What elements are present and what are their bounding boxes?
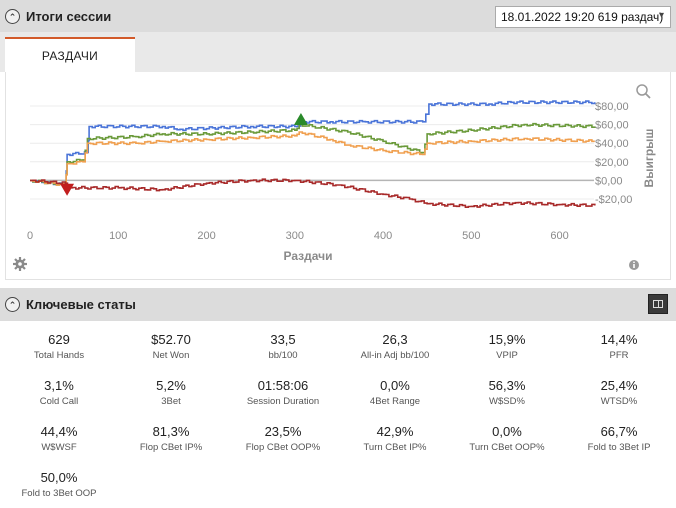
gear-icon[interactable] (13, 257, 27, 271)
stat-label: bb/100 (268, 350, 298, 361)
stat-value: 14,4% (600, 332, 638, 347)
stat-cell: 33,5 bb/100 (227, 332, 339, 361)
stat-cell: 0,0% 4Bet Range (339, 378, 451, 407)
stat-value: 629 (48, 332, 70, 347)
panel-toggle-button[interactable] (648, 294, 668, 314)
stat-label: WTSD% (600, 396, 638, 407)
series-line-3 (30, 178, 596, 208)
stat-cell: 3,1% Cold Call (3, 378, 115, 407)
stat-label: All-in Adj bb/100 (360, 350, 430, 361)
series-line-1 (30, 122, 596, 186)
y-tick-label: $0,00 (595, 175, 623, 187)
y-tick-label: $80,00 (595, 101, 629, 113)
stat-label: W$WSF (41, 442, 77, 453)
stat-cell: 629 Total Hands (3, 332, 115, 361)
session-select-value: 18.01.2022 19:20 619 раздач) (501, 10, 664, 24)
series-line-0 (30, 100, 596, 186)
collapse-stats-button[interactable]: ⌃ (5, 297, 20, 312)
x-tick-label: 100 (109, 230, 127, 242)
stat-cell: 15,9% VPIP (451, 332, 563, 361)
stat-label: Fold to 3Bet IP (587, 442, 651, 453)
stat-label: W$SD% (489, 396, 525, 407)
stat-value: 50,0% (40, 470, 78, 485)
series-line-2 (30, 131, 595, 186)
stat-label: Fold to 3Bet OOP (21, 488, 97, 499)
stat-value: 0,0% (492, 424, 522, 439)
y-tick-label: -$20,00 (595, 194, 632, 206)
x-tick-label: 500 (462, 230, 480, 242)
stat-cell: $52.70 Net Won (115, 332, 227, 361)
stat-label: Turn CBet OOP% (469, 442, 545, 453)
stat-label: Net Won (152, 350, 190, 361)
stat-cell: 42,9% Turn CBet IP% (339, 424, 451, 453)
x-tick-label: 600 (550, 230, 568, 242)
chevron-up-icon: ⌃ (8, 300, 17, 310)
stat-value: 15,9% (488, 332, 526, 347)
y-tick-label: $20,00 (595, 157, 629, 169)
stat-value: 56,3% (488, 378, 526, 393)
chevron-up-icon: ⌃ (8, 11, 17, 22)
stat-cell: 23,5% Flop CBet OOP% (227, 424, 339, 453)
stat-cell: 66,7% Fold to 3Bet IP (563, 424, 675, 453)
stat-label: Session Duration (246, 396, 320, 407)
stat-label: 4Bet Range (369, 396, 421, 407)
min-marker (60, 183, 75, 196)
collapse-session-button[interactable]: ⌃ (5, 8, 20, 24)
stat-value: 01:58:06 (257, 378, 309, 393)
stat-label: PFR (609, 350, 629, 361)
stat-cell: 5,2% 3Bet (115, 378, 227, 407)
winnings-chart-svg: 0 100 200 300 400 500 600 $80,00 $60,00 $40,00 $2… (13, 84, 656, 271)
y-tick-label: $40,00 (595, 138, 629, 150)
stat-value: 44,4% (40, 424, 78, 439)
stat-cell: 81,3% Flop CBet IP% (115, 424, 227, 453)
stat-cell: 01:58:06 Session Duration (227, 378, 339, 407)
x-tick-label: 0 (27, 230, 33, 242)
stat-value: 23,5% (264, 424, 302, 439)
stat-value: 81,3% (152, 424, 190, 439)
stat-label: Flop CBet IP% (139, 442, 203, 453)
x-tick-label: 200 (197, 230, 215, 242)
stat-cell: 26,3 All-in Adj bb/100 (339, 332, 451, 361)
stat-label: VPIP (496, 350, 518, 361)
stat-label: Flop CBet OOP% (245, 442, 321, 453)
y-tick-label: $60,00 (595, 120, 629, 132)
stat-value: 25,4% (600, 378, 638, 393)
key-stats-header: ⌃ Ключевые статы (0, 288, 676, 321)
stat-cell: 56,3% W$SD% (451, 378, 563, 407)
x-axis-label: Раздачи (284, 249, 333, 263)
stat-value: 5,2% (156, 378, 186, 393)
winnings-chart: 0 100 200 300 400 500 600 $80,00 $60,00 $40,00 $2… (5, 72, 671, 280)
session-select[interactable]: 18.01.2022 19:20 619 раздач) ▾ (495, 6, 671, 28)
info-icon[interactable] (629, 260, 639, 270)
stat-value: 3,1% (44, 378, 74, 393)
key-stats-title: Ключевые статы (26, 297, 136, 312)
session-summary-title: Итоги сессии (26, 8, 112, 24)
stat-label: Cold Call (39, 396, 79, 407)
zoom-icon[interactable] (636, 84, 651, 99)
chevron-down-icon: ▾ (658, 10, 664, 21)
stat-value: 42,9% (376, 424, 414, 439)
stat-label: Total Hands (33, 350, 85, 361)
stat-cell: 50,0% Fold to 3Bet OOP (3, 470, 115, 499)
max-marker (293, 113, 308, 126)
stat-value: 66,7% (600, 424, 638, 439)
panel-toggle-icon (653, 300, 663, 308)
stat-label: Turn CBet IP% (363, 442, 427, 453)
stat-cell: 25,4% WTSD% (563, 378, 675, 407)
y-axis-label: Выигрыш (642, 129, 656, 188)
stat-value: 0,0% (380, 378, 410, 393)
stat-value: $52.70 (151, 332, 191, 347)
chart-tab-bar: РАЗДАЧИ (0, 32, 676, 72)
stat-cell: 44,4% W$WSF (3, 424, 115, 453)
stat-value: 33,5 (270, 332, 296, 347)
tab-hands[interactable]: РАЗДАЧИ (5, 37, 135, 72)
stat-cell: 14,4% PFR (563, 332, 675, 361)
stat-label: 3Bet (161, 396, 181, 407)
stat-value: 26,3 (382, 332, 408, 347)
session-summary-header: ⌃ Итоги сессии 18.01.2022 19:20 619 разд… (0, 0, 676, 32)
x-tick-label: 400 (374, 230, 392, 242)
x-tick-label: 300 (286, 230, 304, 242)
stat-cell: 0,0% Turn CBet OOP% (451, 424, 563, 453)
